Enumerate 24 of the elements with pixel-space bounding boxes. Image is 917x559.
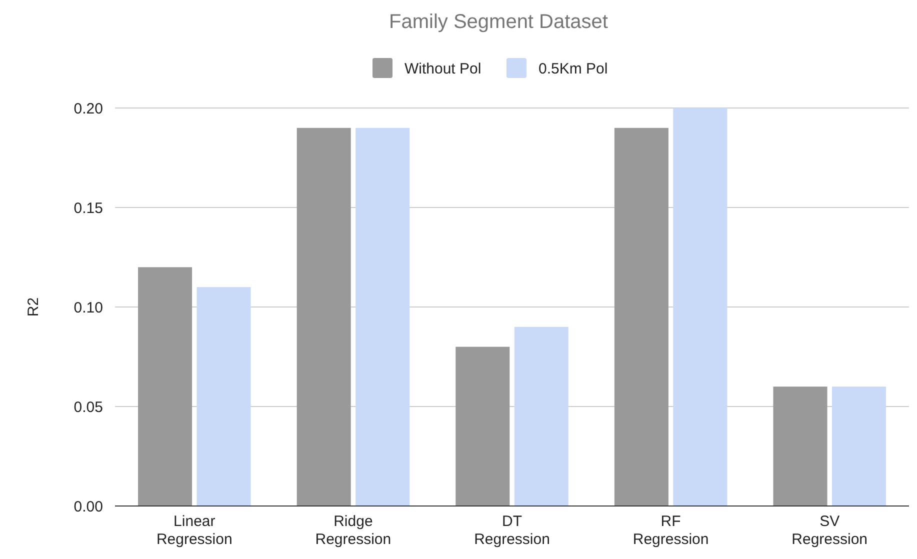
y-tick-label: 0.15 (74, 200, 103, 217)
bar (456, 346, 510, 506)
bar (296, 128, 351, 506)
bar (138, 267, 192, 506)
y-tick-label: 0.05 (74, 398, 103, 416)
bar (514, 326, 568, 506)
bar (673, 108, 728, 506)
x-tick-label: Linear Regression (156, 513, 232, 548)
y-axis-title: R2 (25, 297, 42, 317)
legend-label: 0.5Km Pol (538, 60, 608, 78)
chart-title: Family Segment Dataset (389, 11, 608, 33)
x-tick-label: RF Regression (632, 513, 709, 548)
y-tick-label: 0.00 (74, 498, 103, 516)
bar (614, 128, 668, 506)
x-tick-label: DT Regression (474, 513, 550, 548)
bar (196, 287, 251, 506)
y-tick-label: 0.10 (74, 299, 103, 316)
x-tick-label: SV Regression (792, 513, 868, 548)
bar (832, 386, 886, 506)
legend-label: Without Pol (404, 60, 482, 78)
x-tick-label: Ridge Regression (315, 513, 392, 548)
bar (773, 386, 828, 506)
y-tick-label: 0.20 (74, 100, 103, 118)
bar (356, 128, 410, 506)
